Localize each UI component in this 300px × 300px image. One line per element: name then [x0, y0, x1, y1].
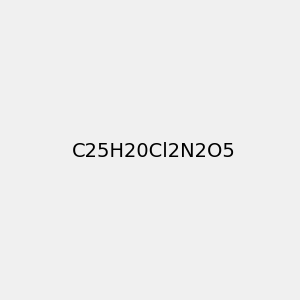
Text: C25H20Cl2N2O5: C25H20Cl2N2O5	[72, 142, 236, 161]
